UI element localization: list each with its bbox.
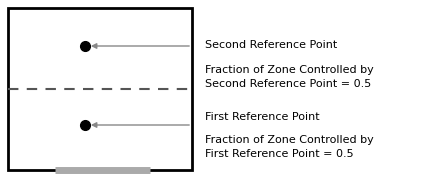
Text: Fraction of Zone Controlled by: Fraction of Zone Controlled by xyxy=(205,65,374,75)
Bar xyxy=(8,8,192,170)
Text: Fraction of Zone Controlled by: Fraction of Zone Controlled by xyxy=(205,135,374,145)
Text: Second Reference Point = 0.5: Second Reference Point = 0.5 xyxy=(205,79,371,89)
Text: First Reference Point = 0.5: First Reference Point = 0.5 xyxy=(205,149,354,159)
Text: Second Reference Point: Second Reference Point xyxy=(205,40,337,50)
Text: First Reference Point: First Reference Point xyxy=(205,112,320,122)
